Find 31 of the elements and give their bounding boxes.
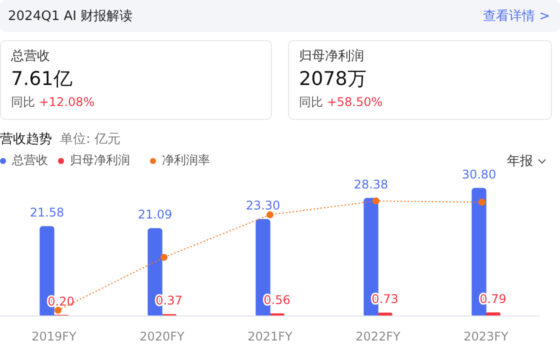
- point: [54, 306, 62, 314]
- text: 2078万: [299, 67, 368, 92]
- text: 同比: [299, 95, 323, 109]
- x-tick-label: 2020FY: [140, 329, 186, 344]
- point: [372, 198, 380, 204]
- data-label: 21.58: [30, 206, 64, 220]
- point: [478, 198, 486, 206]
- text: 2024Q1 AI 财报解读: [8, 8, 133, 25]
- chart-title: 营收趋势: [0, 132, 52, 147]
- data-label: 23.30: [246, 198, 280, 212]
- data-label: 28.38: [354, 177, 388, 192]
- legend-label: 总营收: [12, 152, 48, 169]
- data-label: 30.80: [462, 167, 496, 182]
- x-tick-label: 2019FY: [32, 329, 78, 344]
- text: 查看详情 >: [482, 8, 550, 25]
- point: [160, 254, 168, 261]
- text: 同比: [11, 95, 35, 109]
- text: 7.61亿: [11, 67, 74, 92]
- x-tick-label: 2021FY: [248, 329, 294, 344]
- x-tick-label: 2022FY: [356, 329, 402, 344]
- legend-label: 归母净利润: [70, 152, 130, 169]
- legend-label: 净利润率: [162, 152, 210, 169]
- data-label: 21.09: [138, 208, 172, 222]
- text: +58.50%: [326, 95, 383, 109]
- text: 总营收: [11, 48, 51, 65]
- chart-subtitle: 单位: 亿元: [60, 132, 121, 147]
- text: 归母净利润: [299, 48, 365, 65]
- text: 年报: [507, 153, 533, 170]
- text: +12.08%: [38, 95, 95, 109]
- x-tick-label: 2023FY: [464, 329, 510, 344]
- point: [266, 211, 274, 218]
